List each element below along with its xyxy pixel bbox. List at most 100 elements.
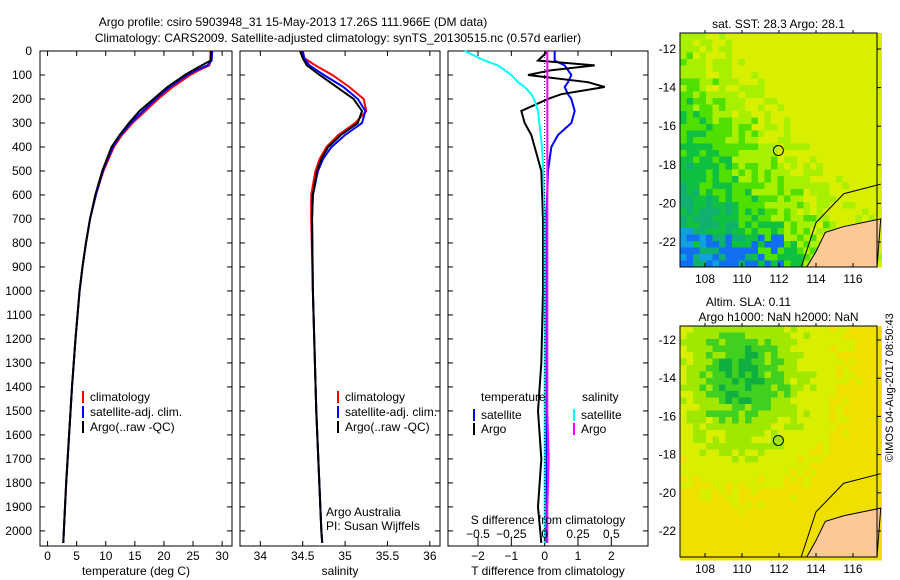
map-cell: [758, 241, 765, 248]
map-cell: [719, 221, 726, 229]
map-cell: [862, 410, 869, 418]
x-tick-label: −1: [504, 549, 518, 563]
map-cell: [777, 495, 785, 502]
map-cell: [686, 104, 694, 112]
map-cell: [758, 488, 765, 496]
map-cell: [849, 98, 856, 105]
map-cell: [777, 260, 785, 268]
map-cell: [712, 215, 720, 222]
map-cell: [868, 111, 876, 118]
map-cell: [771, 195, 778, 203]
x-axis-label: temperature (deg C): [82, 564, 190, 578]
map-cell: [751, 352, 759, 359]
map-cell: [719, 111, 726, 118]
map-cell: [719, 378, 726, 385]
map-cell: [725, 195, 733, 203]
map-cell: [712, 397, 720, 405]
map-cell: [855, 417, 863, 424]
map-cell: [829, 143, 837, 151]
map-cell: [777, 189, 785, 196]
map-cell: [862, 475, 869, 483]
map-cell: [868, 215, 876, 222]
map-cell: [725, 137, 733, 144]
map-cell: [771, 234, 778, 242]
map-cell: [732, 436, 739, 444]
map-cell: [686, 195, 694, 203]
map-cell: [712, 163, 720, 170]
map-cell: [797, 547, 804, 554]
map-cell: [719, 449, 726, 457]
series-s-argo: [546, 51, 550, 543]
map-cell: [790, 501, 798, 509]
map-cell: [810, 352, 817, 359]
map-cell: [764, 150, 772, 157]
map-cell: [816, 208, 824, 216]
map-cell: [699, 534, 707, 541]
map-cell: [823, 404, 830, 411]
map-cell: [712, 469, 720, 476]
map-cell: [719, 514, 726, 522]
map-cell: [790, 430, 798, 437]
map-cell: [719, 182, 726, 190]
map-cell: [868, 124, 876, 131]
map-cell: [680, 98, 687, 105]
map-cell: [868, 417, 876, 424]
map-cell: [719, 260, 726, 268]
y-tick-label: 1800: [5, 476, 32, 490]
map-cell: [725, 65, 733, 73]
map-cell: [738, 423, 746, 431]
map-cell: [758, 59, 765, 66]
map-cell: [836, 417, 843, 424]
map-cell: [797, 117, 804, 125]
map-cell: [686, 91, 694, 99]
map-cell: [686, 78, 694, 86]
map-cell: [706, 156, 713, 164]
map-cell: [849, 33, 856, 40]
map-cell: [738, 332, 746, 340]
map-cell: [725, 430, 733, 437]
map-cell: [771, 91, 778, 99]
map-cell: [738, 65, 746, 73]
map-cell: [680, 339, 687, 346]
map-cell: [842, 436, 850, 444]
map-cell: [875, 156, 882, 164]
map-cell: [719, 508, 726, 515]
map-cell: [829, 475, 837, 483]
lon-tick-label: 110: [732, 272, 751, 286]
map-cell: [875, 39, 882, 47]
map-cell: [706, 462, 713, 470]
map-cell: [738, 91, 746, 99]
map-cell: [842, 130, 850, 138]
map-cell: [686, 124, 694, 131]
map-cell: [719, 52, 726, 60]
map-cell: [745, 234, 752, 242]
map-cell: [829, 85, 837, 92]
map-cell: [758, 384, 765, 392]
map-cell: [725, 521, 733, 528]
map-cell: [686, 378, 694, 385]
map-cell: [836, 195, 843, 203]
map-cell: [836, 430, 843, 437]
map-cell: [855, 423, 863, 431]
map-cell: [686, 85, 694, 92]
map-cell: [719, 117, 726, 125]
map-cell: [836, 65, 843, 73]
map-cell: [868, 202, 876, 209]
map-cell: [855, 391, 863, 398]
map-cell: [680, 540, 687, 548]
map-cell: [842, 156, 850, 164]
map-cell: [875, 260, 882, 268]
map-cell: [771, 436, 778, 444]
map-cell: [712, 482, 720, 489]
map-cell: [836, 365, 843, 372]
map-cell: [699, 202, 707, 209]
map-cell: [732, 117, 739, 125]
map-cell: [875, 358, 882, 366]
map-cell: [784, 228, 791, 235]
map-cell: [777, 156, 785, 164]
map-cell: [842, 326, 850, 333]
map-cell: [725, 130, 733, 138]
map-cell: [693, 430, 700, 437]
map-cell: [719, 65, 726, 73]
map-cell: [777, 462, 785, 470]
